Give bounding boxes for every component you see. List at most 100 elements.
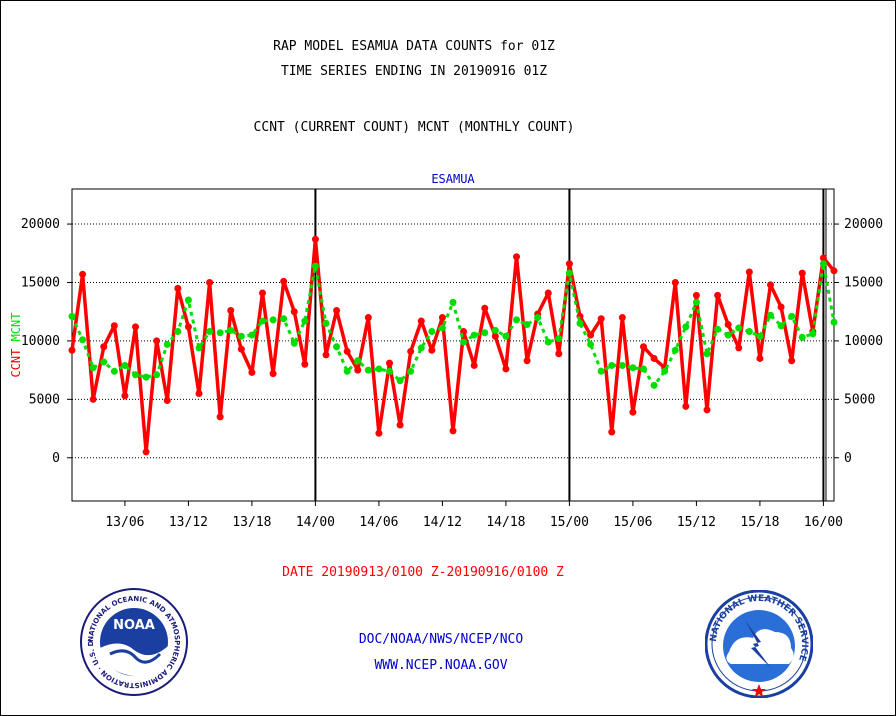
data-point-ccnt (618, 314, 626, 322)
data-point-ccnt (153, 337, 161, 345)
data-point-ccnt (513, 253, 520, 261)
data-point-mcnt (280, 315, 288, 323)
data-point-ccnt (89, 395, 97, 403)
data-point-ccnt (184, 323, 192, 331)
data-point-ccnt (163, 397, 171, 405)
data-point-mcnt (343, 367, 351, 375)
data-point-ccnt (333, 307, 341, 315)
data-point-mcnt (386, 367, 393, 375)
y-tick-label-right: 10000 (844, 334, 883, 349)
data-point-mcnt (417, 344, 425, 352)
data-point-ccnt (565, 260, 573, 268)
data-point-mcnt (163, 340, 171, 348)
y-axis-label: CCNT MCNT (9, 312, 23, 377)
data-point-ccnt (502, 365, 510, 373)
data-point-ccnt (386, 359, 393, 367)
data-point-ccnt (830, 267, 838, 275)
x-tick-label: 13/06 (105, 515, 144, 530)
data-point-mcnt (79, 336, 87, 344)
date-range-label: DATE 20190913/0100 Z-20190916/0100 Z (282, 565, 564, 580)
data-point-mcnt (767, 311, 774, 319)
data-point-ccnt (692, 291, 700, 299)
data-point-mcnt (671, 346, 679, 354)
data-point-mcnt (206, 328, 214, 336)
data-point-mcnt (100, 358, 108, 366)
data-point-mcnt (777, 322, 785, 330)
x-tick-label: 15/18 (740, 515, 779, 530)
data-point-ccnt (470, 361, 478, 369)
x-tick-label: 14/00 (296, 515, 335, 530)
data-point-mcnt (682, 323, 690, 331)
data-point-mcnt (714, 325, 722, 333)
data-point-ccnt (396, 421, 404, 429)
data-point-mcnt (798, 333, 806, 341)
data-point-mcnt (597, 367, 605, 375)
data-point-ccnt (206, 278, 214, 286)
data-point-mcnt (68, 312, 76, 320)
data-point-ccnt (195, 389, 203, 397)
data-point-ccnt (587, 331, 595, 339)
data-point-mcnt (491, 326, 499, 334)
data-point-mcnt (333, 343, 341, 351)
x-tick-label: 13/18 (232, 515, 271, 530)
y-tick-label-left: 5000 (29, 392, 60, 407)
data-point-ccnt (301, 360, 309, 368)
data-point-ccnt (449, 427, 457, 435)
data-point-ccnt (428, 346, 436, 354)
x-tick-label: 13/12 (169, 515, 208, 530)
data-point-ccnt (79, 270, 87, 278)
data-point-ccnt (438, 314, 446, 322)
y-tick-label-left: 10000 (21, 334, 60, 349)
x-tick-label: 15/12 (677, 515, 716, 530)
data-point-ccnt (703, 406, 711, 414)
noaa-logo-text: NOAA (113, 618, 155, 633)
data-point-ccnt (650, 354, 658, 362)
data-point-ccnt (110, 322, 118, 330)
data-point-ccnt (714, 291, 722, 299)
chart-subtitle: CCNT (CURRENT COUNT) MCNT (MONTHLY COUNT… (253, 120, 575, 135)
data-point-mcnt (618, 361, 626, 369)
y-tick-label-right: 15000 (844, 275, 883, 290)
data-point-mcnt (735, 324, 743, 332)
data-point-ccnt (767, 281, 774, 289)
data-point-mcnt (830, 318, 838, 326)
data-point-mcnt (576, 319, 584, 327)
data-point-ccnt (819, 254, 827, 262)
data-point-mcnt (184, 296, 192, 304)
data-point-ccnt (269, 370, 277, 378)
data-point-mcnt (438, 324, 446, 332)
data-point-mcnt (640, 365, 647, 373)
x-tick-label: 15/00 (550, 515, 589, 530)
data-point-ccnt (237, 345, 245, 353)
data-point-mcnt (745, 328, 753, 336)
data-point-ccnt (174, 284, 182, 292)
data-point-ccnt (227, 307, 235, 315)
y-label-mcnt: MCNT (9, 312, 23, 341)
data-point-mcnt (661, 367, 669, 375)
data-point-ccnt (354, 366, 362, 374)
data-point-mcnt (237, 332, 245, 340)
station-label: ESAMUA (431, 172, 475, 186)
data-point-mcnt (375, 365, 383, 373)
data-point-ccnt (142, 448, 150, 456)
data-point-mcnt (502, 332, 510, 340)
data-point-ccnt (280, 277, 288, 285)
data-point-ccnt (407, 347, 415, 355)
y-tick-label-left: 20000 (21, 217, 60, 232)
data-point-mcnt (259, 317, 266, 325)
data-point-mcnt (174, 328, 182, 336)
nws-logo: NATIONAL WEATHER SERVICE (705, 590, 813, 698)
data-point-mcnt (788, 312, 796, 320)
data-point-ccnt (68, 346, 76, 354)
data-point-mcnt (523, 321, 531, 329)
data-point-mcnt (724, 331, 732, 339)
data-point-mcnt (396, 377, 404, 385)
data-point-ccnt (311, 235, 319, 243)
data-point-ccnt (640, 343, 647, 351)
data-point-ccnt (671, 278, 679, 286)
y-tick-label-left: 0 (52, 451, 60, 466)
x-tick-label: 14/12 (423, 515, 462, 530)
data-point-ccnt (248, 368, 256, 376)
data-point-mcnt (692, 298, 700, 306)
data-point-mcnt (248, 331, 256, 339)
